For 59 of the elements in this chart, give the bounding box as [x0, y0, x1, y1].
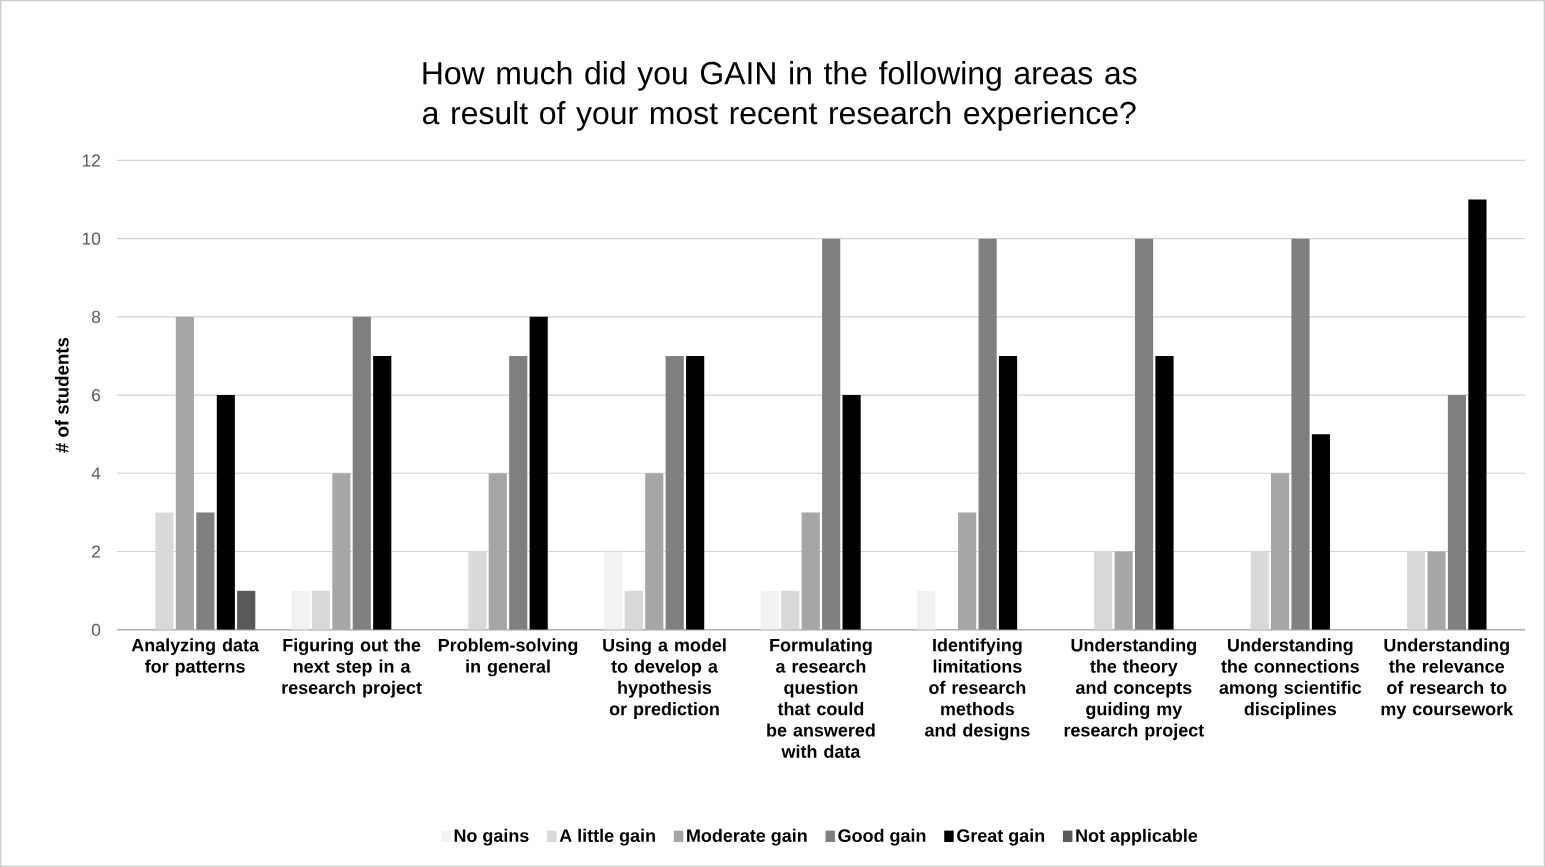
legend-label: Good gain [838, 828, 926, 846]
y-axis-title: # of students [54, 337, 69, 453]
bar [1155, 355, 1174, 630]
y-tick-label: 6 [92, 388, 101, 402]
y-tick-label: 10 [82, 232, 101, 245]
y-tick-label: 8 [91, 310, 101, 323]
bar [352, 316, 371, 630]
y-tick-label: 2 [92, 545, 100, 558]
bar [665, 355, 684, 630]
bar [332, 473, 351, 630]
legend-label: Not applicable [1076, 828, 1198, 846]
bar [373, 355, 392, 630]
bar [645, 473, 664, 630]
y-tick-label: 12 [82, 154, 100, 167]
bar [509, 355, 528, 630]
bar [1447, 395, 1467, 630]
bar [958, 512, 977, 630]
bar [1114, 551, 1133, 630]
bar [175, 316, 194, 630]
bar [624, 590, 643, 630]
x-tick-label: Identifying limitations of research methods and designs [925, 638, 1030, 741]
bar [1468, 199, 1487, 630]
x-tick-label: Using a model to develop a hypothesis or prediction [603, 638, 726, 719]
x-tick-label: Formulating a research question that could be answered with data [767, 638, 875, 758]
bar [801, 512, 820, 630]
bar [686, 355, 705, 630]
chart-title: How much did you GAIN in the following areas as a result of your most recent research experience? [423, 60, 1137, 131]
legend-label: No gains [454, 828, 529, 846]
bar [1311, 434, 1331, 630]
bar [216, 395, 235, 630]
x-tick-label: Problem-solving in general [438, 638, 578, 677]
x-tick-label: Analyzing data for patterns [131, 638, 260, 677]
bar [1134, 238, 1154, 630]
legend-label: Moderate gain [687, 828, 807, 846]
bar [311, 590, 330, 630]
bar [822, 238, 841, 630]
bar [529, 316, 548, 630]
bar [978, 238, 997, 630]
bar [291, 590, 310, 630]
x-tick-label: Understanding the connections among scientific disciplines [1219, 638, 1362, 719]
legend-label: Great gain [957, 828, 1045, 846]
bar [1291, 238, 1310, 630]
x-tick-label: Understanding the theory and concepts guiding my research project [1064, 638, 1204, 741]
bar [604, 551, 623, 630]
bar [1270, 473, 1290, 630]
x-tick-label: Figuring out the next step in a research project [282, 638, 422, 698]
bar [917, 590, 936, 630]
bar [998, 355, 1018, 630]
y-tick-label: 4 [91, 467, 101, 480]
bar [781, 590, 800, 630]
x-tick-label: Understanding the relevance of research to my coursework [1381, 638, 1514, 719]
bar [842, 395, 861, 630]
y-tick-label: 0 [91, 623, 101, 636]
legend-label: A little gain [559, 828, 655, 846]
bar [760, 590, 779, 630]
bar [237, 590, 256, 630]
bar [488, 473, 507, 630]
bar [196, 512, 215, 630]
bar [1427, 551, 1446, 630]
